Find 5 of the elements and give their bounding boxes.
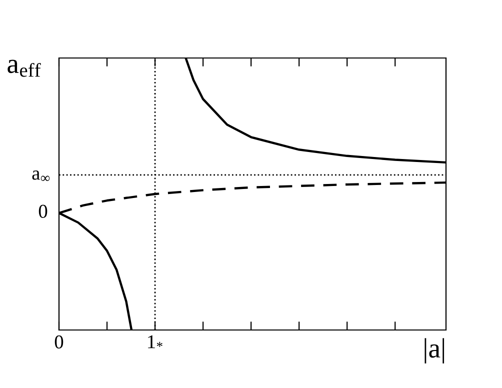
ref-line-label: a$_{∞}$: [32, 170, 50, 181]
x-axis-title: |a|: [424, 338, 444, 364]
x-tick-label: 1$_{*}$: [148, 335, 162, 348]
y-axis-title: a$_{eff}$: [8, 60, 41, 77]
annotation: 0: [38, 204, 48, 218]
